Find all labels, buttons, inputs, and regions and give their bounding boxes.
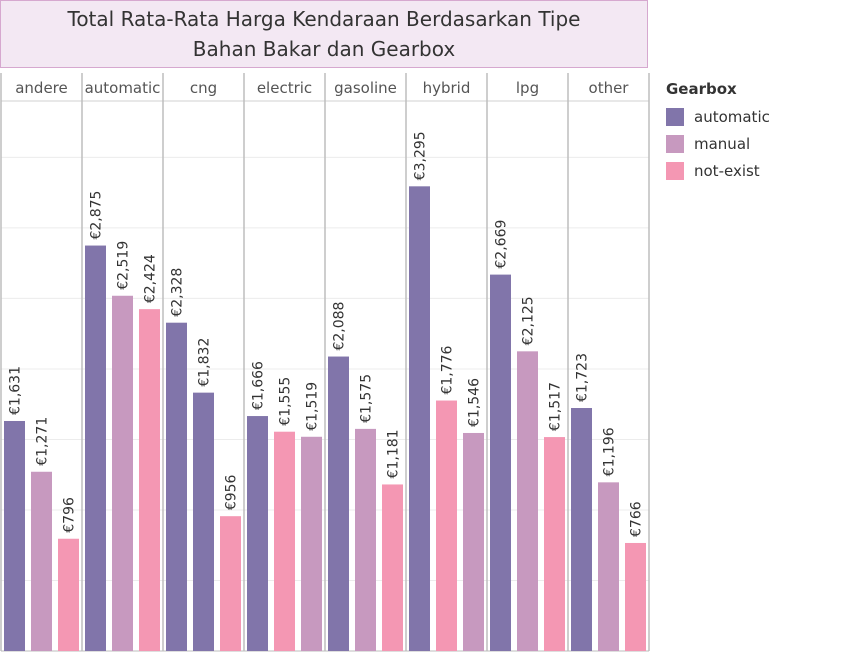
- bar: [517, 351, 538, 651]
- data-label: €796: [62, 497, 78, 533]
- data-label: €956: [224, 474, 240, 510]
- legend-swatch: [666, 107, 684, 126]
- data-label: €2,328: [170, 268, 186, 317]
- category-label-lpg: lpg: [516, 79, 539, 97]
- bar: [328, 356, 349, 651]
- bar: [274, 431, 295, 651]
- bar: [463, 432, 484, 651]
- bar: [355, 428, 376, 651]
- legend-label: manual: [694, 134, 751, 153]
- data-label: €1,723: [575, 353, 591, 402]
- category-label-hybrid: hybrid: [423, 79, 471, 97]
- data-label: €1,181: [386, 429, 402, 478]
- bar: [247, 416, 268, 651]
- data-label: €1,519: [305, 382, 321, 431]
- category-label-automatic: automatic: [85, 79, 161, 97]
- bar: [301, 436, 322, 651]
- category-label-electric: electric: [257, 79, 312, 97]
- legend-label: automatic: [694, 107, 770, 126]
- data-label: €1,575: [359, 374, 375, 423]
- chart-title: Total Rata-Rata Harga Kendaraan Berdasar…: [67, 7, 581, 61]
- data-label: €1,631: [8, 366, 24, 415]
- bar: [166, 322, 187, 651]
- bar: [571, 408, 592, 651]
- bar: [4, 420, 25, 651]
- data-label: €2,519: [116, 241, 132, 290]
- legend-swatch: [666, 161, 684, 180]
- data-label: €2,424: [143, 254, 159, 303]
- legend-title: Gearbox: [666, 80, 737, 98]
- bar: [193, 392, 214, 651]
- bar: [220, 516, 241, 651]
- legend: Gearbox automatic manual not-exist: [666, 80, 846, 184]
- bar: [625, 542, 646, 651]
- bar: [490, 274, 511, 651]
- data-label: €1,271: [35, 417, 51, 466]
- legend-item-automatic[interactable]: automatic: [666, 103, 846, 130]
- legend-swatch: [666, 134, 684, 153]
- data-label: €2,088: [332, 302, 348, 351]
- legend-item-manual[interactable]: manual: [666, 130, 846, 157]
- data-label: €2,125: [521, 296, 537, 345]
- legend-label: not-exist: [694, 161, 760, 180]
- bar: [436, 400, 457, 651]
- bar: [598, 482, 619, 651]
- chart-title-box: Total Rata-Rata Harga Kendaraan Berdasar…: [0, 0, 648, 68]
- category-label-gasoline: gasoline: [334, 79, 397, 97]
- data-label: €1,555: [278, 377, 294, 426]
- category-label-cng: cng: [190, 79, 217, 97]
- category-label-other: other: [589, 79, 630, 97]
- data-label: €1,517: [548, 382, 564, 431]
- data-label: €1,776: [440, 345, 456, 394]
- legend-item-not-exist[interactable]: not-exist: [666, 157, 846, 184]
- bar: [31, 471, 52, 651]
- data-label: €1,666: [251, 361, 267, 410]
- bar: [112, 295, 133, 651]
- data-label: €766: [629, 501, 645, 537]
- category-label-andere: andere: [15, 79, 68, 97]
- bar: [85, 245, 106, 652]
- data-label: €2,669: [494, 220, 510, 269]
- bar: [382, 484, 403, 651]
- data-label: €1,546: [467, 378, 483, 427]
- bar: [58, 538, 79, 651]
- bar: [544, 437, 565, 651]
- data-label: €3,295: [413, 131, 429, 180]
- data-label: €2,875: [89, 191, 105, 240]
- bar: [409, 186, 430, 652]
- data-label: €1,196: [602, 427, 618, 476]
- data-label: €1,832: [197, 338, 213, 387]
- bar: [139, 309, 160, 651]
